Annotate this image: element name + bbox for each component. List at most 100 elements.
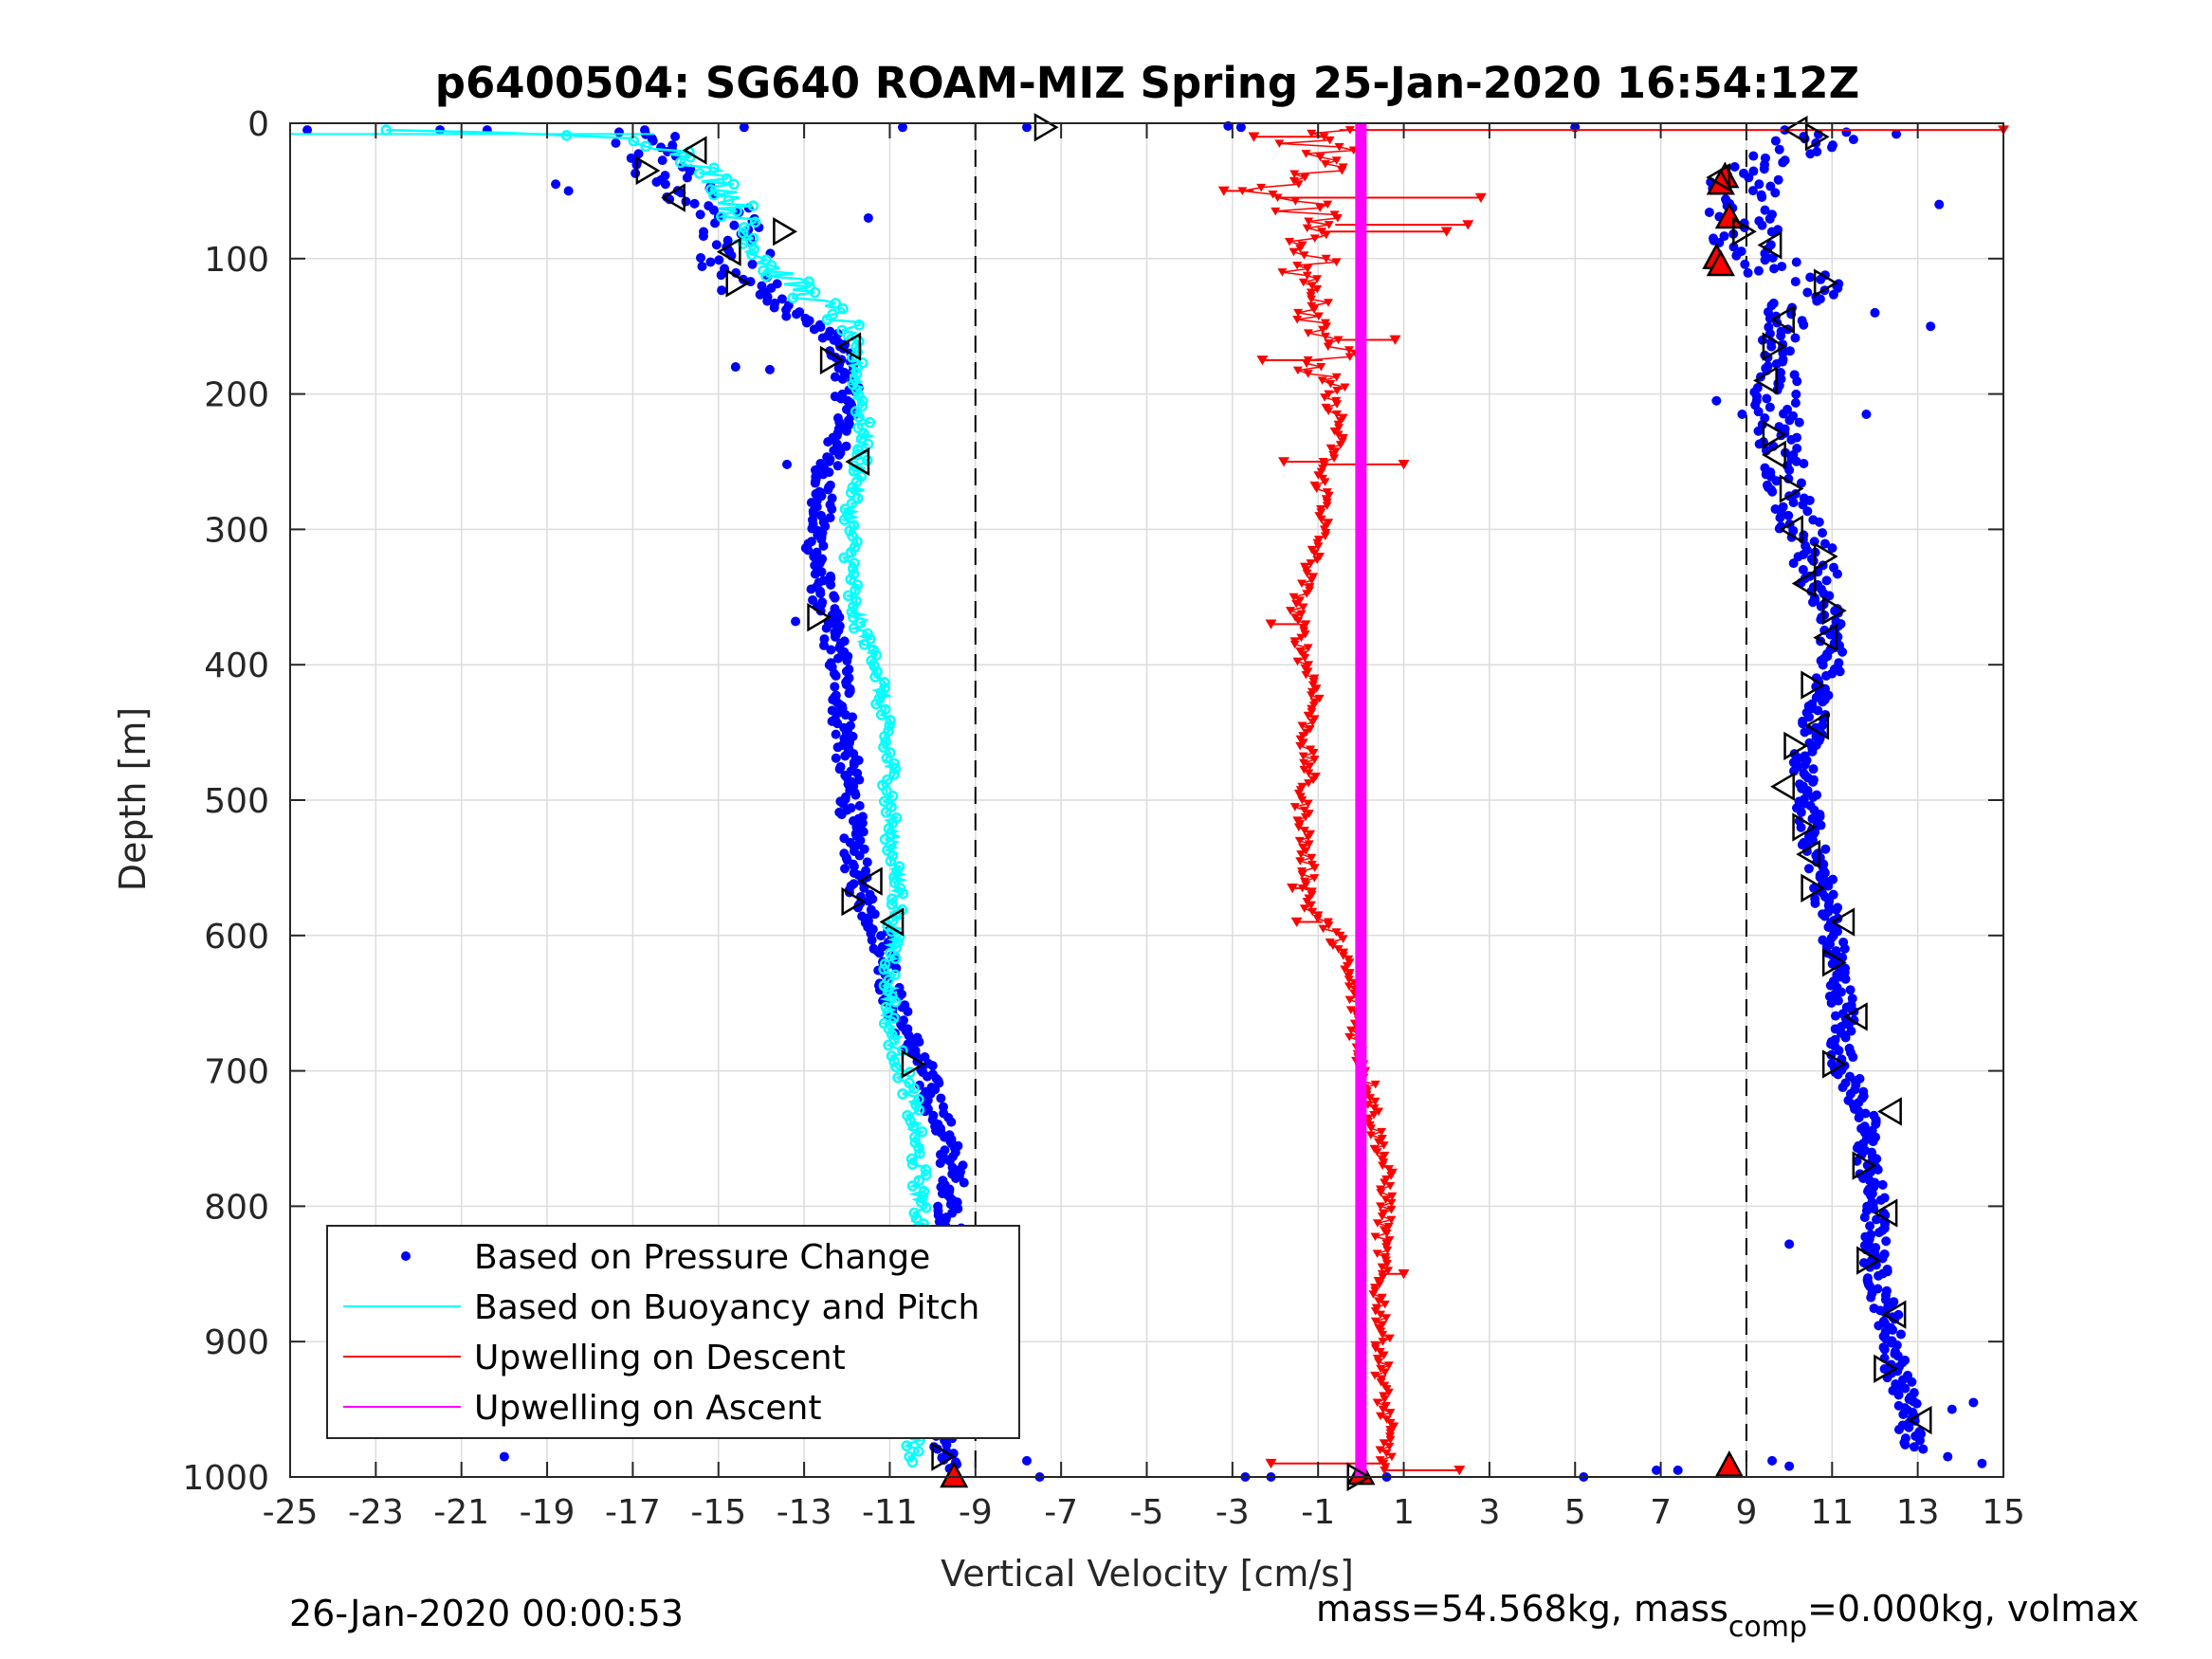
pressure-dot: [1900, 1383, 1910, 1394]
pressure-dot: [1798, 719, 1808, 729]
pressure-dot: [781, 311, 792, 321]
pressure-dot: [1820, 844, 1831, 854]
pressure-dot: [1719, 231, 1729, 242]
pressure-dot: [1803, 864, 1814, 874]
open-triangle-marker: [1762, 420, 1787, 449]
buoyancy-point: [879, 731, 890, 742]
buoyancy-point: [842, 590, 854, 602]
pressure-outlier-dot: [1848, 135, 1858, 145]
pressure-outlier-dot: [1870, 307, 1880, 318]
pressure-dot: [1904, 1422, 1914, 1432]
pressure-dot: [1877, 1253, 1888, 1264]
pressure-outlier-dot: [1926, 321, 1936, 332]
pressure-dot: [711, 240, 722, 250]
mass-footer: mass=54.568kg, masscomp=0.000kg, volmax: [1316, 1588, 2139, 1644]
open-triangle-marker: [1779, 515, 1803, 544]
pressure-dot: [1909, 1442, 1919, 1452]
pressure-dot: [660, 179, 670, 190]
open-triangle-marker: [1830, 907, 1856, 937]
timestamp-footer: 26-Jan-2020 00:00:53: [289, 1593, 684, 1634]
open-triangle-marker: [1796, 839, 1821, 869]
pressure-dot: [1783, 510, 1794, 520]
x-tick-label: 11: [1810, 1493, 1854, 1532]
descent-excursion-marker: [1265, 619, 1277, 629]
pressure-dot: [1796, 478, 1806, 488]
pressure-dot: [1800, 727, 1810, 738]
pressure-dot: [1840, 1032, 1851, 1043]
pressure-dot: [769, 302, 779, 313]
buoyancy-point: [871, 665, 883, 678]
y-tick-label: 400: [204, 647, 269, 685]
pressure-dot: [823, 484, 833, 495]
buoyancy-point: [878, 963, 889, 975]
pressure-dot: [657, 155, 667, 166]
chart-title: p6400504: SG640 ROAM-MIZ Spring 25-Jan-2…: [435, 58, 1859, 108]
pressure-dot: [803, 545, 814, 556]
legend-marker-pressure: [401, 1251, 411, 1261]
buoyancy-point: [897, 887, 909, 900]
pressure-dot: [1841, 127, 1852, 137]
pressure-dot: [1827, 142, 1837, 153]
pressure-dot: [1777, 262, 1787, 272]
pressure-dot: [903, 1007, 913, 1017]
open-triangle-marker: [1801, 873, 1826, 903]
open-triangle-marker: [1907, 1405, 1932, 1435]
pressure-outlier-dot: [1968, 1397, 1979, 1408]
buoyancy-point: [640, 140, 651, 153]
pressure-dot: [1731, 250, 1742, 261]
open-triangle-marker: [1852, 1151, 1877, 1180]
pressure-dot: [762, 296, 773, 306]
pressure-dot: [1778, 157, 1788, 168]
pressure-dot: [1759, 164, 1769, 174]
pressure-dot: [698, 231, 708, 242]
pressure-dot: [1819, 538, 1830, 549]
pressure-outlier-dot: [1947, 1404, 1957, 1414]
pressure-dot: [1819, 911, 1830, 921]
filled-triangle-marker: [940, 1461, 969, 1488]
pressure-dot: [1791, 456, 1801, 466]
pressure-outlier-dot: [302, 125, 313, 136]
pressure-dot: [849, 749, 859, 759]
pressure-dot: [862, 857, 872, 867]
pressure-dot: [1757, 220, 1767, 230]
y-tick-label: 300: [204, 511, 269, 550]
pressure-dot: [1900, 1440, 1910, 1450]
pressure-dot: [1790, 277, 1801, 287]
open-triangle-marker: [1706, 162, 1731, 192]
pressure-dot: [648, 136, 658, 146]
x-tick-label: -1: [1301, 1493, 1335, 1532]
pressure-dot: [936, 1093, 946, 1103]
pressure-outlier-dot: [1943, 1451, 1953, 1462]
pressure-dot: [1748, 151, 1759, 161]
pressure-dot: [1824, 591, 1835, 601]
pressure-dot: [1835, 666, 1845, 677]
pressure-dot: [755, 289, 765, 300]
buoyancy-point: [913, 1104, 925, 1116]
x-tick-label: -9: [959, 1493, 993, 1532]
pressure-dot: [818, 469, 829, 480]
descent-upwelling-series: [940, 125, 2009, 1488]
pressure-dot: [1788, 558, 1799, 569]
buoyancy-point: [908, 1207, 920, 1219]
pressure-dot: [1792, 376, 1802, 387]
pressure-dot: [1893, 1425, 1904, 1435]
pressure-outlier-dot: [499, 1451, 509, 1462]
pressure-dot: [1831, 904, 1841, 915]
pressure-dot: [1762, 393, 1772, 404]
pressure-dot: [836, 810, 847, 820]
descent-excursion-marker: [1278, 457, 1290, 467]
x-tick-label: 7: [1650, 1493, 1672, 1532]
plot-frame: [289, 122, 2004, 1478]
pressure-outlier-dot: [1235, 122, 1246, 133]
pressure-dot: [1769, 264, 1780, 274]
pressure-dot: [1807, 746, 1818, 757]
ascent-upwelling-series: [1355, 123, 1367, 1477]
pressure-dot: [810, 569, 820, 579]
pressure-dot: [633, 149, 644, 159]
pressure-dot: [1728, 242, 1739, 252]
pressure-dot: [1764, 402, 1775, 412]
x-tick-label: -3: [1216, 1493, 1250, 1532]
pressure-dot: [1774, 144, 1784, 155]
buoyancy-point: [905, 1153, 918, 1165]
